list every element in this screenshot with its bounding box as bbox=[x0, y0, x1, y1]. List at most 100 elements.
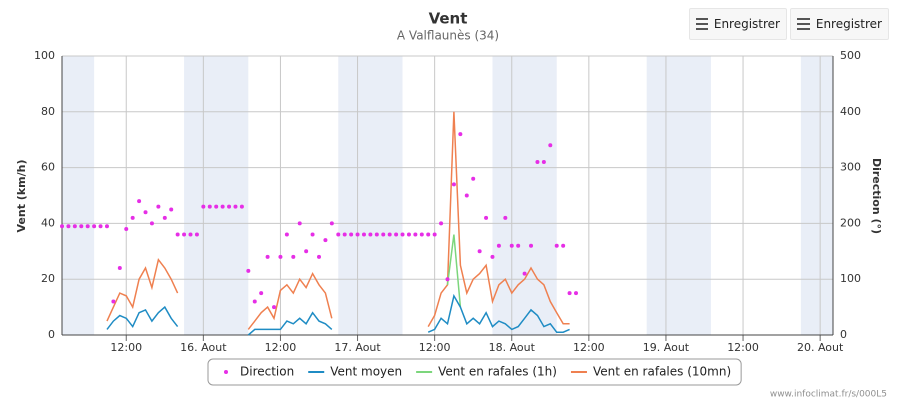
night-band bbox=[646, 56, 711, 335]
direction-point bbox=[98, 224, 103, 229]
legend-label[interactable]: Direction bbox=[240, 365, 294, 379]
night-band bbox=[62, 56, 95, 335]
direction-point bbox=[72, 224, 77, 229]
direction-point bbox=[201, 204, 206, 209]
direction-point bbox=[439, 221, 444, 226]
direction-point bbox=[336, 232, 341, 237]
direction-point bbox=[329, 221, 334, 226]
direction-point bbox=[284, 232, 289, 237]
direction-point bbox=[278, 254, 283, 259]
direction-point bbox=[574, 291, 578, 296]
button-label: Enregistrer bbox=[713, 17, 780, 31]
direction-point bbox=[503, 215, 508, 220]
y-tick-label: 60 bbox=[41, 161, 55, 174]
legend-box bbox=[207, 358, 742, 386]
direction-point bbox=[194, 232, 199, 237]
direction-point bbox=[175, 232, 180, 237]
direction-point bbox=[342, 232, 347, 237]
direction-point bbox=[522, 271, 527, 276]
x-tick-label: 19. Aout bbox=[643, 341, 690, 354]
legend-marker bbox=[224, 370, 228, 374]
legend-label[interactable]: Vent en rafales (1h) bbox=[438, 365, 557, 379]
direction-point bbox=[310, 232, 315, 237]
direction-point bbox=[548, 143, 553, 148]
y-tick-label: 0 bbox=[48, 328, 55, 341]
direction-point bbox=[509, 243, 514, 248]
direction-point bbox=[291, 254, 296, 259]
direction-point bbox=[124, 226, 129, 231]
y2-tick-label: 100 bbox=[840, 272, 861, 285]
export-button[interactable]: Enregistrer bbox=[689, 8, 787, 40]
direction-point bbox=[92, 224, 97, 229]
y2-axis-title: Direction (°) bbox=[870, 158, 883, 234]
direction-point bbox=[323, 238, 328, 243]
direction-point bbox=[484, 215, 489, 220]
direction-point bbox=[554, 243, 559, 248]
direction-point bbox=[169, 207, 174, 212]
direction-point bbox=[239, 204, 244, 209]
y-tick-label: 80 bbox=[41, 105, 55, 118]
direction-point bbox=[111, 299, 116, 304]
night-band bbox=[184, 56, 249, 335]
direction-point bbox=[394, 232, 399, 237]
direction-point bbox=[496, 243, 501, 248]
direction-point bbox=[188, 232, 193, 237]
direction-point bbox=[265, 254, 270, 259]
direction-point bbox=[541, 160, 546, 165]
chart-subtitle: A Valflaunès (34) bbox=[397, 29, 499, 43]
direction-point bbox=[471, 176, 476, 181]
direction-point bbox=[304, 249, 309, 254]
legend-label[interactable]: Vent moyen bbox=[330, 365, 402, 379]
x-tick-label: 12:00 bbox=[265, 341, 297, 354]
direction-point bbox=[130, 215, 135, 220]
direction-point bbox=[400, 232, 405, 237]
direction-point bbox=[413, 232, 418, 237]
direction-point bbox=[349, 232, 354, 237]
direction-point bbox=[490, 254, 495, 259]
legend-label[interactable]: Vent en rafales (10mn) bbox=[593, 365, 731, 379]
direction-point bbox=[567, 291, 572, 296]
direction-point bbox=[233, 204, 238, 209]
export-button[interactable]: Enregistrer bbox=[790, 8, 889, 40]
menu-icon bbox=[696, 18, 708, 30]
direction-point bbox=[66, 224, 71, 229]
direction-point bbox=[355, 232, 360, 237]
x-tick-label: 20. Aout bbox=[797, 341, 844, 354]
direction-point bbox=[272, 305, 277, 310]
direction-point bbox=[419, 232, 424, 237]
direction-point bbox=[451, 182, 456, 187]
direction-point bbox=[156, 204, 161, 209]
direction-point bbox=[361, 232, 366, 237]
series-line bbox=[106, 293, 570, 336]
y2-tick-label: 200 bbox=[840, 216, 861, 229]
direction-point bbox=[227, 204, 232, 209]
y-tick-label: 40 bbox=[41, 216, 55, 229]
night-band bbox=[338, 56, 403, 335]
x-tick-label: 12:00 bbox=[727, 341, 759, 354]
direction-point bbox=[561, 243, 566, 248]
x-tick-label: 12:00 bbox=[419, 341, 451, 354]
direction-point bbox=[143, 210, 148, 215]
direction-point bbox=[477, 249, 482, 254]
y2-tick-label: 400 bbox=[840, 105, 861, 118]
button-label: Enregistrer bbox=[815, 17, 882, 31]
y-axis-title: Vent (km/h) bbox=[15, 160, 28, 233]
x-tick-label: 12:00 bbox=[110, 341, 142, 354]
direction-point bbox=[137, 199, 142, 204]
menu-icon bbox=[797, 18, 810, 30]
direction-point bbox=[387, 232, 392, 237]
night-band bbox=[800, 56, 833, 335]
y-tick-label: 100 bbox=[34, 49, 55, 62]
direction-point bbox=[464, 193, 469, 198]
y2-tick-label: 0 bbox=[840, 328, 847, 341]
direction-point bbox=[104, 224, 109, 229]
y-tick-label: 20 bbox=[41, 272, 55, 285]
direction-point bbox=[149, 221, 154, 226]
direction-point bbox=[368, 232, 373, 237]
direction-point bbox=[458, 132, 463, 137]
direction-point bbox=[252, 299, 257, 304]
direction-point bbox=[207, 204, 212, 209]
credits[interactable]: www.infoclimat.fr/s/000L5 bbox=[770, 390, 887, 400]
direction-point bbox=[220, 204, 225, 209]
